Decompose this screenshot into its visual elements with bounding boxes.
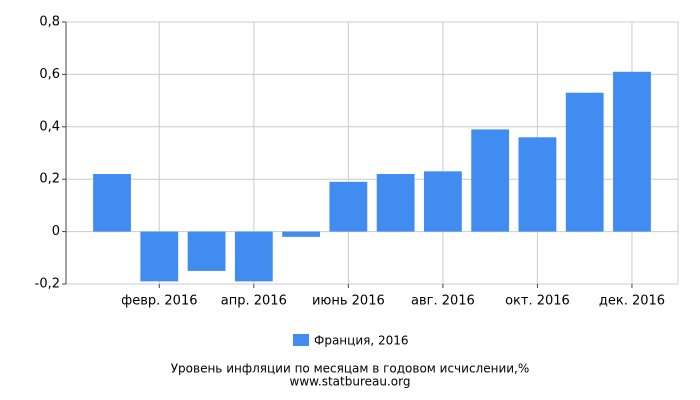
x-tick-label: июнь 2016 bbox=[312, 294, 385, 309]
y-tick-label: 0,2 bbox=[39, 172, 60, 187]
bar bbox=[234, 231, 273, 282]
x-tick-label: февр. 2016 bbox=[121, 294, 197, 309]
bar bbox=[471, 129, 510, 232]
bar bbox=[140, 231, 179, 282]
y-tick-label: 0,6 bbox=[39, 67, 60, 82]
source: www.statbureau.org bbox=[290, 375, 411, 389]
bar bbox=[376, 173, 415, 232]
bar bbox=[282, 231, 321, 237]
x-tick-label: апр. 2016 bbox=[221, 294, 287, 309]
y-tick-label: 0,8 bbox=[39, 15, 60, 30]
bar bbox=[565, 92, 604, 232]
bar bbox=[329, 181, 368, 232]
x-tick-label: окт. 2016 bbox=[505, 294, 570, 309]
bar bbox=[423, 171, 462, 232]
bar bbox=[518, 137, 557, 232]
x-tick-label: авг. 2016 bbox=[411, 294, 475, 309]
y-tick-label: -0,2 bbox=[35, 277, 60, 292]
legend-label: Франция, 2016 bbox=[314, 334, 409, 348]
bar bbox=[613, 71, 651, 232]
y-tick-label: 0,4 bbox=[39, 119, 60, 134]
chart-title: Уровень инфляции по месяцам в годовом ис… bbox=[171, 362, 530, 376]
bar bbox=[93, 173, 131, 232]
legend-swatch bbox=[293, 334, 309, 346]
y-tick-label: 0 bbox=[52, 224, 60, 239]
bar bbox=[187, 231, 226, 271]
x-tick-label: дек. 2016 bbox=[599, 294, 665, 309]
